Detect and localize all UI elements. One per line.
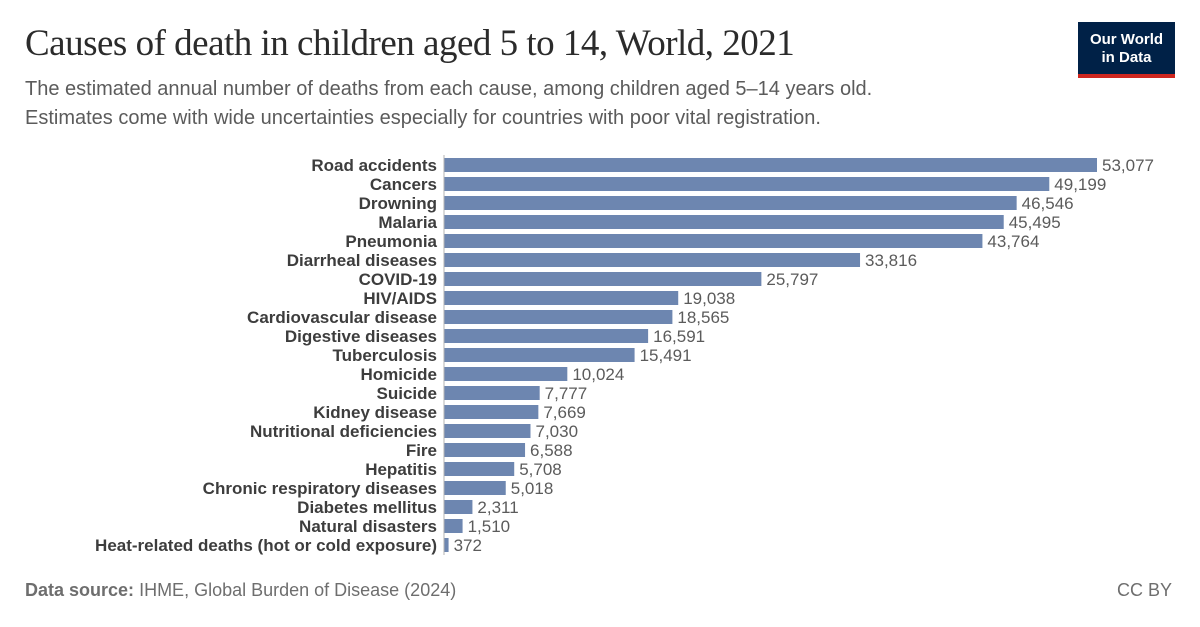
bar[interactable] (444, 234, 983, 248)
bar[interactable] (444, 158, 1097, 172)
value-label: 25,797 (766, 270, 818, 289)
logo-line2: in Data (1101, 49, 1152, 66)
value-label: 43,764 (987, 232, 1039, 251)
bar[interactable] (444, 272, 762, 286)
value-label: 7,030 (535, 422, 578, 441)
category-label: Pneumonia (345, 232, 437, 251)
value-label: 7,669 (543, 403, 586, 422)
category-label: Diabetes mellitus (297, 498, 437, 517)
category-label: COVID-19 (359, 270, 437, 289)
value-label: 2,311 (477, 498, 518, 517)
category-label: Cardiovascular disease (247, 308, 437, 327)
category-label: Cancers (370, 175, 437, 194)
bar[interactable] (444, 500, 473, 514)
owid-logo[interactable]: Our World in Data (1078, 22, 1175, 78)
category-label: Digestive diseases (285, 327, 437, 346)
source-label: Data source: (25, 580, 135, 600)
value-label: 45,495 (1009, 213, 1061, 232)
category-label: Nutritional deficiencies (250, 422, 437, 441)
category-label: Kidney disease (313, 403, 437, 422)
category-label: Road accidents (311, 156, 437, 175)
category-label: Tuberculosis (332, 346, 437, 365)
data-source: Data source: IHME, Global Burden of Dise… (25, 580, 456, 601)
value-label: 49,199 (1054, 175, 1106, 194)
bar[interactable] (444, 196, 1017, 210)
bar[interactable] (444, 405, 539, 419)
logo-line1: Our World (1089, 31, 1164, 48)
value-label: 53,077 (1102, 156, 1154, 175)
value-label: 5,018 (511, 479, 554, 498)
category-label: Natural disasters (299, 517, 437, 536)
bar[interactable] (444, 386, 540, 400)
bar[interactable] (444, 215, 1004, 229)
category-label: Suicide (377, 384, 437, 403)
value-label: 1,510 (468, 517, 511, 536)
bar[interactable] (444, 329, 649, 343)
bar[interactable] (444, 462, 515, 476)
bar[interactable] (444, 538, 449, 552)
source-text[interactable]: IHME, Global Burden of Disease (2024) (139, 580, 457, 600)
category-label: Chronic respiratory diseases (203, 479, 437, 498)
bar[interactable] (444, 424, 531, 438)
bar[interactable] (444, 367, 568, 381)
value-label: 33,816 (865, 251, 917, 270)
chart-title: Causes of death in children aged 5 to 14… (25, 23, 795, 64)
bar[interactable] (444, 253, 861, 267)
bar[interactable] (444, 519, 463, 533)
chart-subtitle-line2: Estimates come with wide uncertainties e… (25, 107, 821, 129)
category-label: HIV/AIDS (363, 289, 437, 308)
value-label: 5,708 (519, 460, 562, 479)
value-label: 15,491 (640, 346, 692, 365)
bar[interactable] (444, 291, 679, 305)
bar[interactable] (444, 177, 1050, 191)
bar[interactable] (444, 310, 673, 324)
category-label: Malaria (378, 213, 437, 232)
value-label: 6,588 (530, 441, 573, 460)
category-label: Fire (406, 441, 437, 460)
category-label: Homicide (360, 365, 437, 384)
value-label: 46,546 (1022, 194, 1074, 213)
value-label: 16,591 (653, 327, 705, 346)
category-label: Heat-related deaths (hot or cold exposur… (95, 536, 437, 555)
value-label: 18,565 (677, 308, 729, 327)
value-label: 10,024 (572, 365, 624, 384)
license-link[interactable]: CC BY (1116, 580, 1172, 600)
chart-subtitle-line1: The estimated annual number of deaths fr… (25, 78, 873, 100)
category-label: Diarrheal diseases (287, 251, 437, 270)
value-label: 372 (454, 536, 482, 555)
category-label: Hepatitis (365, 460, 437, 479)
bar[interactable] (444, 348, 635, 362)
category-label: Drowning (359, 194, 437, 213)
bar[interactable] (444, 481, 506, 495)
bar[interactable] (444, 443, 526, 457)
value-label: 7,777 (545, 384, 588, 403)
value-label: 19,038 (683, 289, 735, 308)
